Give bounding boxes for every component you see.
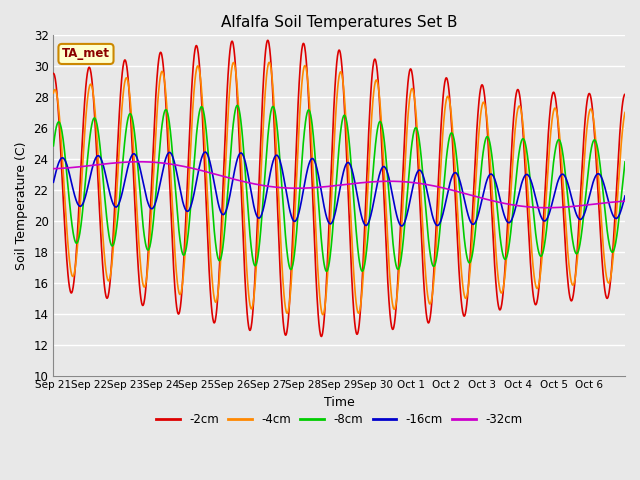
Legend: -2cm, -4cm, -8cm, -16cm, -32cm: -2cm, -4cm, -8cm, -16cm, -32cm <box>151 408 527 431</box>
Title: Alfalfa Soil Temperatures Set B: Alfalfa Soil Temperatures Set B <box>221 15 458 30</box>
Text: TA_met: TA_met <box>62 48 110 60</box>
Y-axis label: Soil Temperature (C): Soil Temperature (C) <box>15 141 28 270</box>
X-axis label: Time: Time <box>324 396 355 409</box>
